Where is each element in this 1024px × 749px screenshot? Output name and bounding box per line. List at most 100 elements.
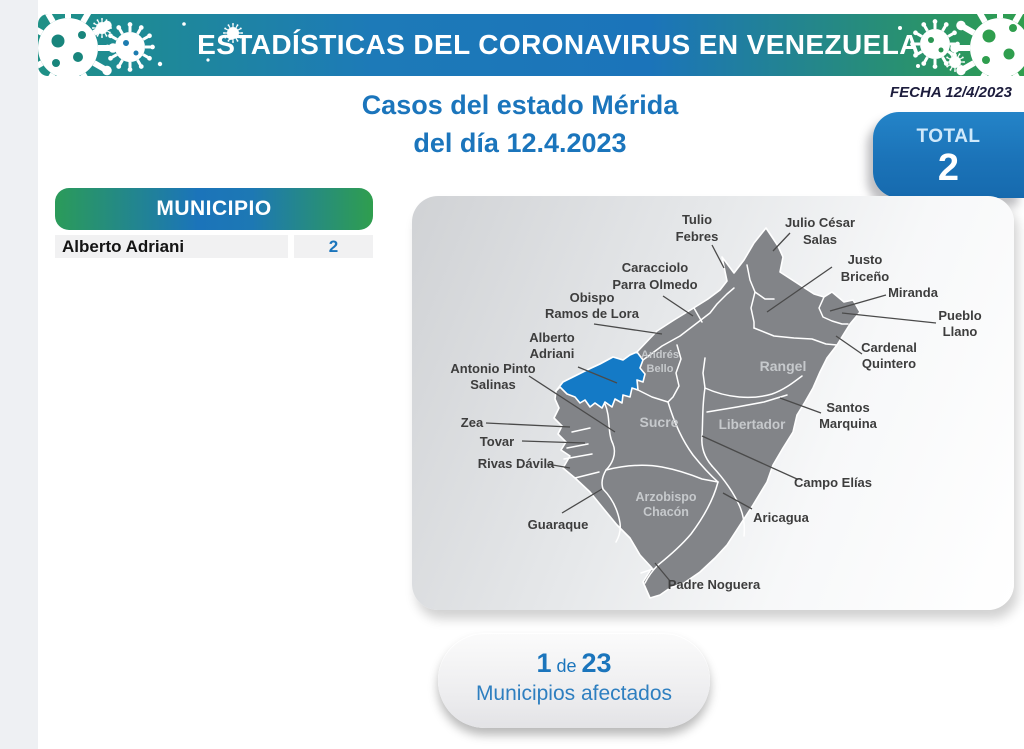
affected-summary-pill: 1 de 23 Municipios afectados	[438, 633, 710, 728]
leader-cardenal-quintero	[835, 335, 863, 355]
leader-zea	[485, 422, 571, 428]
total-box: TOTAL 2	[873, 112, 1024, 198]
municipality-border	[706, 394, 788, 413]
table-cell-municipality-name: Alberto Adriani	[55, 235, 288, 258]
label-julio-cesar: Julio César	[785, 215, 855, 230]
municipality-border	[702, 357, 706, 389]
municipality-border	[566, 443, 589, 449]
page-title-line1: Casos del estado Mérida	[361, 90, 679, 120]
label-rivas-davila: Rivas Dávila	[478, 456, 555, 471]
leader-santos-marquina	[779, 397, 822, 414]
label-julio-cesar-2: Salas	[803, 232, 837, 247]
municipality-border	[563, 453, 593, 460]
date-label: FECHA 12/4/2023	[889, 84, 1012, 101]
municipality-border	[637, 389, 669, 403]
region-label-arzobispo-2: Chacón	[643, 505, 689, 519]
municipality-border	[693, 307, 703, 323]
leader-padre-noguera	[654, 562, 671, 582]
label-tulio-febres: Tulio	[682, 212, 712, 227]
affected-count-line: 1 de 23	[438, 648, 710, 679]
municipality-border	[667, 401, 719, 483]
leader-campo-elias	[701, 435, 798, 480]
municipality-border	[711, 465, 746, 537]
page-title-line2: del día 12.4.2023	[413, 128, 627, 158]
leader-tulio-febres	[711, 244, 725, 269]
label-padre-noguera: Padre Noguera	[668, 577, 761, 592]
municipality-border	[704, 375, 803, 399]
label-obispo: Obispo	[570, 290, 615, 305]
label-caracciolo-2: Parra Olmedo	[612, 277, 697, 292]
municipality-border	[640, 568, 654, 574]
municipality-border	[601, 403, 616, 490]
total-municipalities-count: 23	[581, 648, 612, 678]
left-gutter	[0, 0, 38, 749]
label-miranda: Miranda	[888, 285, 939, 300]
label-pueblo-llano-2: Llano	[943, 324, 978, 339]
leader-guaraque	[561, 488, 603, 514]
leader-antonio-pinto	[528, 375, 616, 433]
page-title: Casos del estado Mérida del día 12.4.202…	[240, 86, 800, 162]
region-label-rangel: Rangel	[760, 358, 807, 374]
leader-alberto-adriani	[577, 366, 618, 384]
label-alberto-adriani: Alberto	[529, 330, 575, 345]
label-santos-marquina: Santos	[826, 400, 869, 415]
table-header-municipio: MUNICIPIO	[55, 188, 373, 230]
leader-obispo-ramos	[593, 323, 663, 335]
map-card: Andrés Bello Rangel Sucre Libertador Arz…	[412, 196, 1014, 610]
total-value: 2	[937, 147, 960, 189]
label-guaraque: Guaraque	[528, 517, 589, 532]
leader-miranda	[829, 294, 887, 312]
leader-pueblo-llano	[841, 312, 937, 324]
label-justo-briceno: Justo	[848, 252, 883, 267]
leader-justo-briceno	[766, 266, 833, 313]
municipality-border	[602, 488, 621, 543]
municipality-alberto-adriani-highlight	[555, 351, 646, 409]
label-pueblo-llano: Pueblo	[938, 308, 981, 323]
leader-tovar	[521, 440, 586, 444]
label-alberto-adriani-2: Adriani	[530, 346, 575, 361]
label-obispo-2: Ramos de Lora	[545, 306, 640, 321]
leader-caracciolo	[662, 295, 694, 317]
affected-caption: Municipios afectados	[475, 682, 673, 705]
region-label-andres-bello-2: Bello	[647, 363, 674, 375]
region-label-andres-bello: Andrés	[641, 349, 679, 361]
region-label-libertador: Libertador	[719, 417, 787, 432]
label-cardenal: Cardenal	[861, 340, 917, 355]
table-cell-municipality-value: 2	[294, 235, 373, 258]
label-caracciolo: Caracciolo	[622, 260, 689, 275]
region-label-arzobispo: Arzobispo	[635, 490, 696, 504]
total-label: TOTAL	[916, 126, 981, 147]
label-cardenal-2: Quintero	[862, 356, 916, 371]
municipality-border	[818, 296, 849, 325]
municipality-border	[644, 481, 719, 584]
virus-icons-left	[38, 14, 244, 76]
label-santos-marquina-2: Marquina	[819, 416, 878, 431]
label-campo-elias: Campo Elías	[794, 475, 872, 490]
label-zea: Zea	[461, 415, 484, 430]
municipality-border	[750, 291, 756, 329]
municipality-border	[574, 471, 600, 479]
merida-state-map: Andrés Bello Rangel Sucre Libertador Arz…	[450, 212, 982, 599]
leader-rivas-davila	[546, 463, 571, 469]
state-outline	[553, 227, 861, 599]
leader-aricagua	[722, 492, 753, 510]
header-banner: ESTADÍSTICAS DEL CORONAVIRUS EN VENEZUEL…	[38, 14, 1024, 76]
label-antonio-pinto-2: Salinas	[470, 377, 516, 392]
label-tovar: Tovar	[480, 434, 514, 449]
label-aricagua: Aricagua	[753, 510, 809, 525]
label-tulio-febres-2: Febres	[676, 229, 719, 244]
region-label-sucre: Sucre	[640, 414, 679, 430]
label-justo-briceno-2: Briceño	[841, 269, 889, 284]
leader-julio-cesar-salas	[772, 232, 791, 252]
banner-title: ESTADÍSTICAS DEL CORONAVIRUS EN VENEZUEL…	[197, 29, 920, 60]
of-word: de	[556, 656, 577, 676]
affected-count: 1	[536, 648, 552, 678]
municipality-borders	[642, 287, 735, 361]
municipality-border	[753, 327, 838, 346]
municipality-border	[667, 344, 682, 403]
label-antonio-pinto: Antonio Pinto	[450, 361, 535, 376]
municipality-border	[605, 464, 719, 483]
municipality-border	[571, 427, 591, 433]
virus-icons-right	[898, 14, 1024, 76]
